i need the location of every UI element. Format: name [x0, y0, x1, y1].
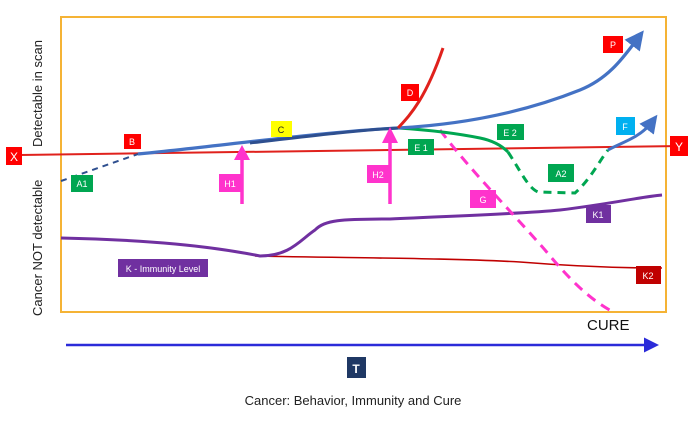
label-k1: K1 [592, 210, 603, 220]
label-d-box [401, 84, 419, 101]
plot-frame [60, 16, 667, 313]
immunity-level-k-line [60, 193, 663, 258]
label-c-box [271, 121, 292, 137]
label-p-box [603, 36, 623, 53]
t-label-box [347, 357, 366, 378]
label-a1: A1 [76, 179, 87, 189]
label-f-box [616, 117, 635, 135]
label-b-box [124, 134, 141, 149]
f-arrow [607, 114, 658, 152]
label-a2-box [548, 164, 574, 182]
g-dashed-curve [438, 129, 616, 315]
label-k2-box [636, 266, 661, 284]
growth-curve-dark-section [249, 126, 399, 145]
label-c: C [278, 125, 285, 135]
detectable-label: Detectable in scan [30, 40, 45, 147]
label-k-box [118, 259, 208, 277]
label-d: D [407, 88, 414, 98]
label-h2: H2 [372, 170, 384, 180]
label-h2-box [367, 165, 389, 183]
label-h1: H1 [224, 179, 236, 189]
t-label: T [352, 362, 360, 376]
label-k: K - Immunity Level [126, 264, 201, 274]
label-e1: E 1 [414, 143, 428, 153]
h2-arrow [382, 127, 398, 204]
label-e2: E 2 [503, 128, 517, 138]
label-p: P [610, 40, 616, 50]
caption: Cancer: Behavior, Immunity and Cure [245, 393, 462, 408]
growth-curve-p [137, 30, 644, 156]
label-k1-box [586, 205, 611, 223]
not-detectable-label: Cancer NOT detectable [30, 180, 45, 316]
label-f: F [622, 122, 628, 132]
label-e2-box [497, 124, 524, 140]
label-g: G [479, 195, 486, 205]
immunity-level-k2-line [254, 255, 663, 269]
label-a2: A2 [555, 169, 566, 179]
y-label: Y [675, 140, 683, 154]
d-red-line [396, 47, 445, 130]
h1-arrow [234, 145, 250, 204]
label-e1-box [408, 139, 434, 155]
cure-label: CURE [587, 317, 630, 334]
a2-dashed-curve [506, 149, 610, 195]
label-a1-box [71, 175, 93, 192]
label-h1-box [219, 174, 241, 192]
detection-threshold-line [19, 145, 683, 156]
label-k2: K2 [642, 271, 653, 281]
x-label-box [6, 147, 22, 165]
x-label: X [10, 150, 18, 164]
y-label-box [670, 136, 688, 156]
label-b: B [129, 137, 135, 147]
label-g-box [470, 190, 496, 208]
e1-e2-green-curve [397, 126, 510, 154]
